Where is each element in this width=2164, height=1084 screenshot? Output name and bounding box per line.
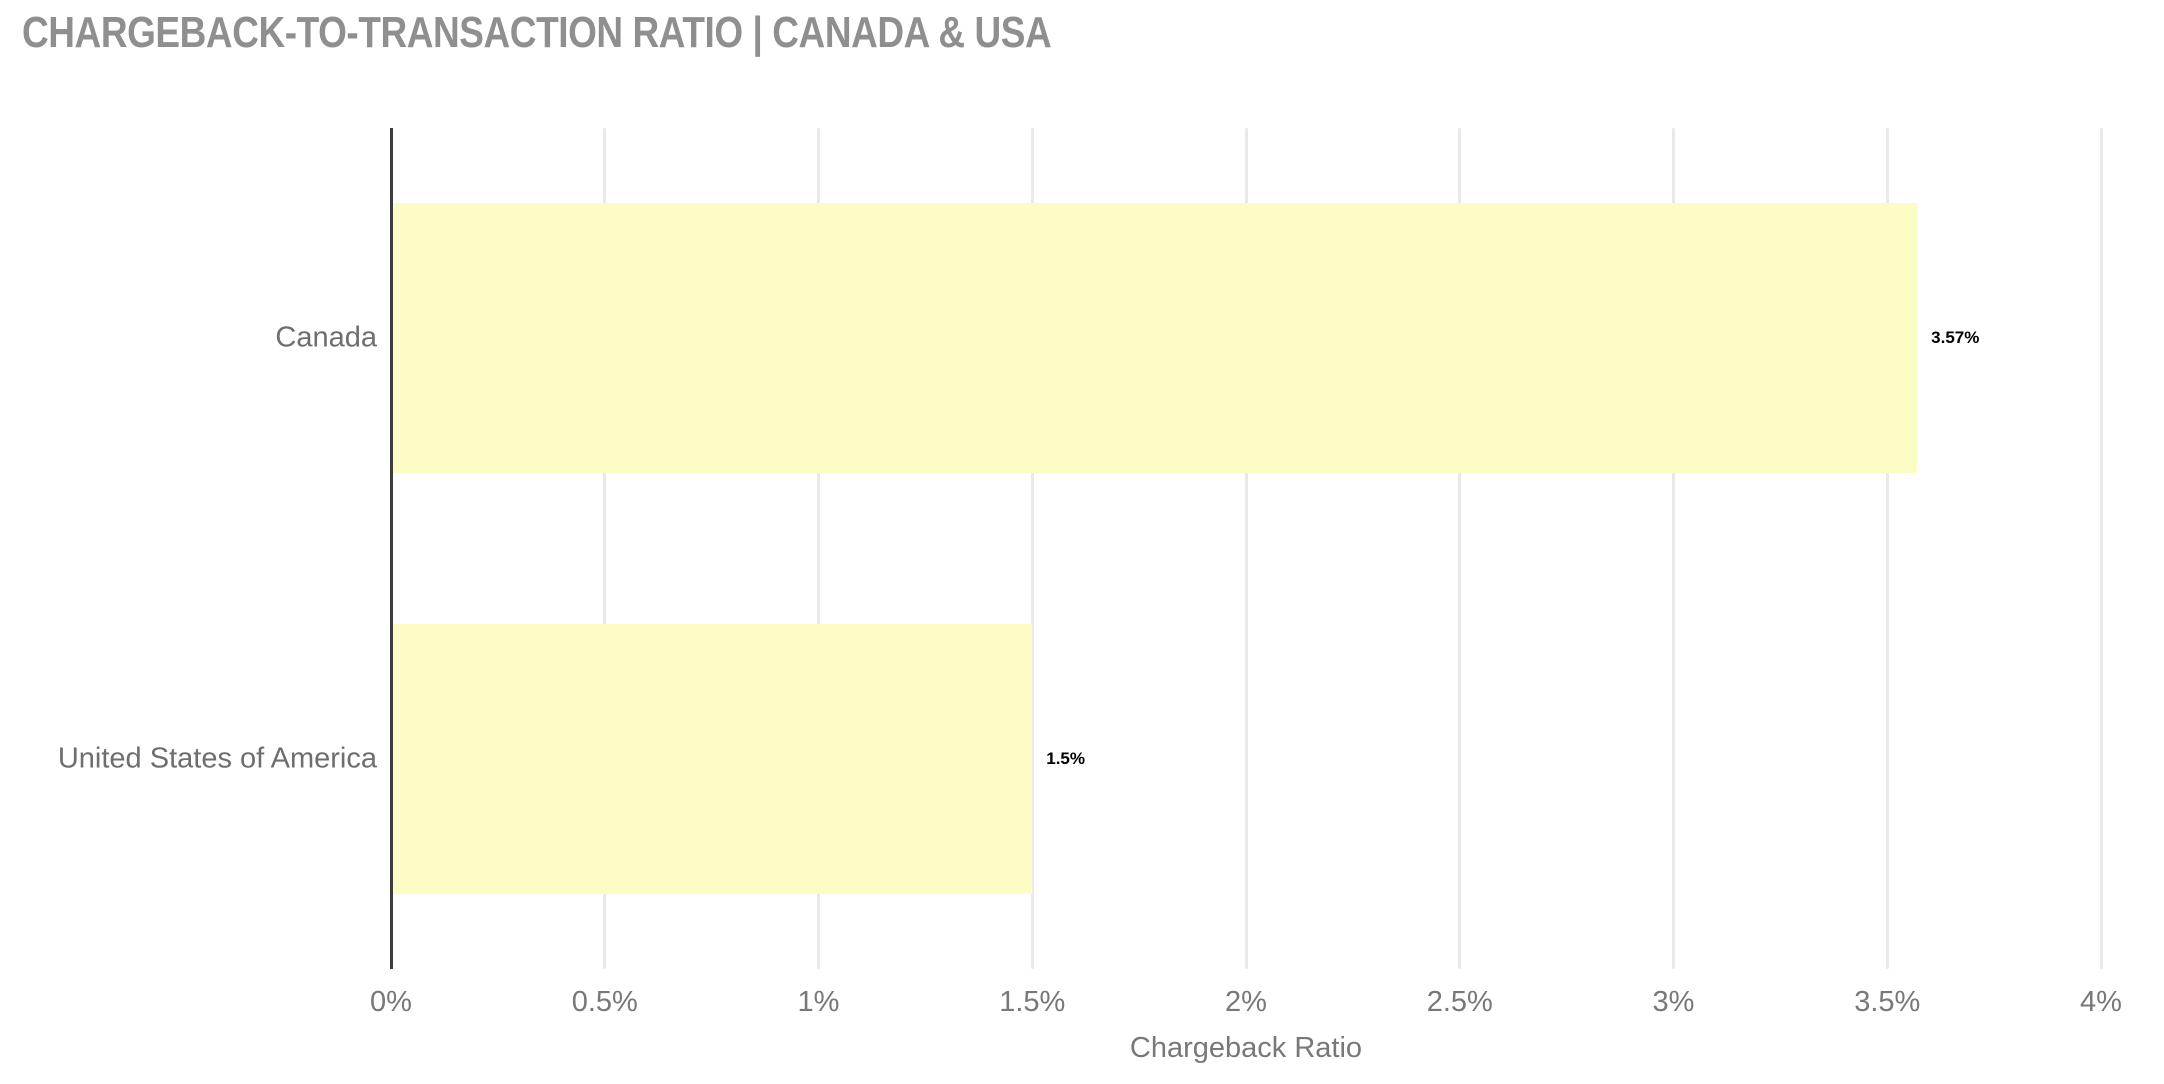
vertical-gridline	[1244, 128, 1248, 969]
x-tick-label: 2%	[1225, 986, 1267, 1018]
vertical-gridline	[1458, 128, 1462, 969]
x-tick-label: 0%	[370, 986, 412, 1018]
vertical-gridline	[1030, 128, 1034, 969]
vertical-gridline	[2099, 128, 2103, 969]
category-label: United States of America	[57, 742, 377, 775]
category-label: Canada	[275, 321, 377, 354]
vertical-gridline	[1885, 128, 1889, 969]
x-tick-label: 3%	[1652, 986, 1695, 1018]
x-axis-title: Chargeback Ratio	[1129, 1032, 1363, 1064]
bar-value-label: 1.5%	[1046, 748, 1085, 768]
x-tick-label: 1%	[797, 986, 840, 1018]
x-tick-label: 3.5%	[1854, 986, 1921, 1018]
x-tick-label: 1.5%	[999, 986, 1066, 1018]
bar-value-label: 3.57%	[1931, 328, 1980, 348]
vertical-gridline	[603, 128, 607, 969]
vertical-gridline	[1672, 128, 1675, 969]
x-tick-label: 4%	[2080, 986, 2122, 1018]
y-axis-line	[389, 128, 393, 969]
bar-united-states-of-america[interactable]	[391, 623, 1033, 894]
x-tick-label: 0.5%	[571, 986, 638, 1018]
vertical-gridline	[817, 128, 820, 969]
chart-title: CHARGEBACK-TO-TRANSACTION RATIO | CANADA…	[22, 8, 1052, 57]
x-tick-label: 2.5%	[1426, 986, 1493, 1018]
bar-canada[interactable]	[391, 203, 1918, 474]
